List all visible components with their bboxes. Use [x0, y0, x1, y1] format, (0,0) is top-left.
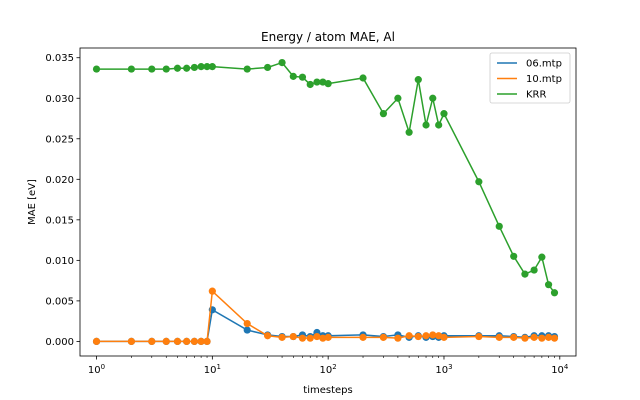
y-tick-label-4: 0.020	[45, 175, 74, 186]
point-KRR-29	[495, 222, 503, 230]
point-KRR-19	[359, 74, 367, 82]
point-KRR-3	[162, 65, 170, 73]
point-10.mtp-28	[475, 332, 483, 341]
point-10.mtp-25	[429, 331, 437, 339]
point-10.mtp-33	[538, 334, 546, 342]
point-10.mtp-12	[278, 333, 286, 341]
point-10.mtp-1	[127, 337, 135, 346]
point-10.mtp-18	[324, 333, 332, 341]
legend-label-KRR: KRR	[526, 90, 547, 101]
point-KRR-25	[429, 94, 437, 102]
point-06.mtp-10	[243, 326, 251, 334]
point-10.mtp-29	[495, 333, 503, 341]
point-KRR-11	[264, 63, 272, 72]
point-10.mtp-22	[405, 332, 413, 340]
point-10.mtp-17	[319, 334, 327, 342]
x-axis-label: timesteps	[303, 385, 352, 396]
point-10.mtp-0	[92, 337, 101, 346]
y-tick-label-0: 0.000	[45, 337, 74, 348]
legend-box	[489, 52, 571, 104]
point-10.mtp-9	[208, 287, 216, 295]
point-KRR-30	[510, 252, 518, 260]
x-axis: 100 101 102 103 104	[88, 356, 569, 376]
point-10.mtp-7	[197, 337, 205, 346]
point-KRR-9	[208, 63, 216, 71]
point-KRR-10	[243, 65, 251, 73]
point-KRR-4	[173, 64, 182, 72]
point-KRR-24	[422, 121, 430, 129]
point-KRR-23	[414, 76, 422, 84]
series-10.mtp	[92, 287, 559, 346]
point-KRR-34	[544, 281, 553, 289]
legend-label-06.mtp: 06.mtp	[526, 59, 562, 70]
point-10.mtp-21	[394, 334, 402, 342]
plot-area	[92, 58, 559, 346]
point-10.mtp-32	[530, 333, 538, 341]
y-tick-label-2: 0.010	[45, 256, 74, 267]
point-KRR-0	[92, 65, 101, 73]
point-KRR-1	[127, 65, 135, 73]
point-KRR-16	[313, 78, 321, 86]
point-KRR-18	[324, 80, 332, 88]
y-tick-label-3: 0.015	[45, 215, 74, 226]
point-10.mtp-14	[298, 334, 307, 342]
point-KRR-6	[190, 63, 198, 72]
point-KRR-21	[394, 94, 402, 102]
point-KRR-14	[298, 73, 307, 81]
point-10.mtp-16	[313, 332, 321, 341]
point-10.mtp-10	[243, 319, 251, 328]
point-KRR-28	[475, 178, 483, 186]
point-10.mtp-34	[544, 333, 553, 341]
x-tick-label-2: 102	[320, 363, 337, 376]
point-KRR-12	[278, 58, 286, 67]
point-10.mtp-11	[264, 332, 272, 340]
x-tick-label-0: 100	[88, 363, 105, 376]
point-10.mtp-5	[183, 337, 191, 346]
point-10.mtp-15	[306, 334, 314, 342]
legend: 06.mtp 10.mtp KRR	[489, 52, 571, 104]
y-axis-label: MAE [eV]	[27, 179, 38, 225]
point-10.mtp-4	[173, 337, 182, 346]
point-KRR-33	[538, 253, 546, 261]
point-10.mtp-19	[359, 333, 367, 341]
point-10.mtp-6	[190, 337, 198, 346]
point-KRR-35	[550, 289, 559, 297]
point-10.mtp-20	[379, 333, 388, 341]
point-KRR-7	[197, 63, 205, 71]
point-10.mtp-8	[203, 337, 211, 346]
point-KRR-13	[289, 72, 297, 80]
point-10.mtp-30	[510, 333, 518, 341]
chart-title: Energy / atom MAE, Al	[261, 30, 395, 44]
point-10.mtp-24	[422, 332, 430, 340]
point-KRR-31	[521, 270, 529, 278]
point-10.mtp-13	[289, 332, 297, 341]
y-axis: 0.000 0.005 0.010 0.015 0.020 0.025 0.030 0.035	[45, 53, 80, 348]
point-KRR-32	[530, 266, 538, 274]
point-KRR-22	[405, 128, 413, 136]
point-10.mtp-31	[521, 334, 529, 342]
y-tick-label-1: 0.005	[45, 296, 74, 307]
y-tick-label-5: 0.025	[45, 134, 74, 145]
point-KRR-5	[183, 64, 191, 72]
x-tick-label-1: 101	[204, 363, 221, 376]
point-KRR-20	[379, 110, 388, 118]
x-tick-label-3: 103	[435, 363, 452, 376]
point-KRR-8	[203, 63, 211, 71]
legend-label-10.mtp: 10.mtp	[526, 74, 562, 85]
point-KRR-2	[148, 65, 156, 73]
y-tick-label-6: 0.030	[45, 94, 74, 105]
series-KRR	[92, 58, 559, 297]
x-tick-label-4: 104	[551, 363, 569, 376]
point-10.mtp-2	[148, 337, 156, 346]
point-10.mtp-35	[550, 334, 559, 342]
point-10.mtp-3	[162, 337, 170, 346]
y-tick-label-7: 0.035	[45, 53, 74, 64]
point-KRR-15	[306, 80, 314, 89]
point-10.mtp-23	[414, 332, 422, 341]
point-KRR-26	[435, 121, 443, 129]
point-10.mtp-27	[440, 333, 448, 341]
point-KRR-27	[440, 110, 448, 118]
